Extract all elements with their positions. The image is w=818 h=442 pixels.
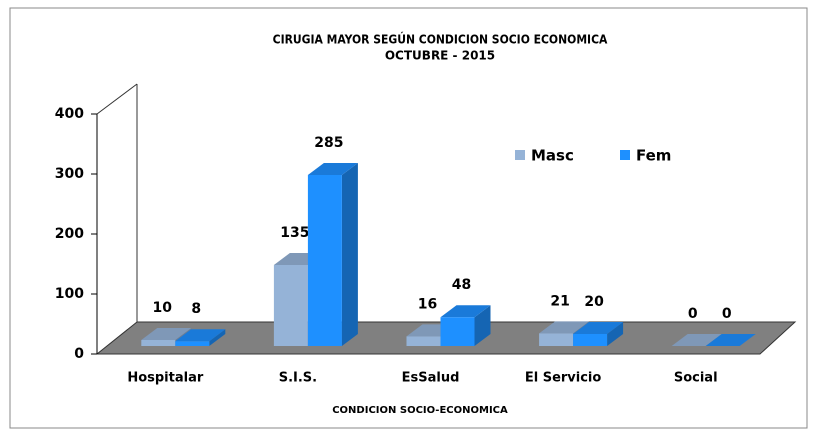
legend-label: Fem xyxy=(636,147,671,165)
bar-face xyxy=(705,334,756,346)
bar-face xyxy=(474,305,491,346)
bar xyxy=(671,334,722,346)
x-tick-label: EsSalud xyxy=(402,371,460,386)
y-tick-label: 200 xyxy=(55,226,84,242)
value-label: 285 xyxy=(314,135,343,151)
bar-face xyxy=(573,322,624,334)
bar-face xyxy=(141,340,176,346)
x-tick-label: Hospitalar xyxy=(127,371,204,386)
legend-swatch xyxy=(515,150,525,160)
chart-subtitle: OCTUBRE - 2015 xyxy=(385,49,495,63)
x-tick-label: El Servicio xyxy=(525,371,602,386)
value-label: 16 xyxy=(418,296,437,312)
bar-face xyxy=(539,333,574,346)
legend-swatch xyxy=(620,150,630,160)
bar-face xyxy=(307,175,342,346)
bar-face xyxy=(341,163,358,346)
y-tick-label: 300 xyxy=(55,166,84,182)
bar-face xyxy=(406,336,441,346)
value-label: 135 xyxy=(280,225,309,241)
value-label: 48 xyxy=(452,277,471,293)
bar-face xyxy=(607,322,624,346)
x-axis-label: CONDICION SOCIO-ECONOMICA xyxy=(332,405,508,416)
bar-face xyxy=(671,334,722,346)
chart-border xyxy=(9,7,808,429)
bar xyxy=(573,322,624,346)
y-tick-label: 0 xyxy=(74,346,84,362)
y-tick-label: 400 xyxy=(55,106,84,122)
bar xyxy=(307,163,358,346)
bar-face xyxy=(440,317,475,346)
value-label: 0 xyxy=(688,306,698,322)
bar-face xyxy=(573,334,608,346)
legend-label: Masc xyxy=(531,147,574,165)
value-label: 8 xyxy=(191,301,201,317)
value-label: 0 xyxy=(722,306,732,322)
y-tick-label: 100 xyxy=(55,286,84,302)
wall-edge xyxy=(96,83,138,115)
bar-face xyxy=(175,329,226,342)
value-label: 20 xyxy=(584,294,604,310)
bar-face xyxy=(273,265,308,346)
bar-face xyxy=(141,328,192,340)
x-tick-label: S.I.S. xyxy=(279,371,317,386)
bar-face xyxy=(175,341,210,346)
value-label: 21 xyxy=(550,293,569,309)
bar xyxy=(175,329,226,346)
bar-face xyxy=(539,321,590,334)
bar-face xyxy=(307,163,358,175)
bar xyxy=(539,321,590,346)
bar xyxy=(440,305,491,346)
bar-face xyxy=(440,305,491,318)
bar xyxy=(705,334,756,346)
bar-face xyxy=(209,329,226,346)
value-label: 10 xyxy=(153,300,173,316)
x-tick-label: Social xyxy=(674,371,718,386)
chart-title: CIRUGIA MAYOR SEGÚN CONDICION SOCIO ECON… xyxy=(273,32,608,47)
